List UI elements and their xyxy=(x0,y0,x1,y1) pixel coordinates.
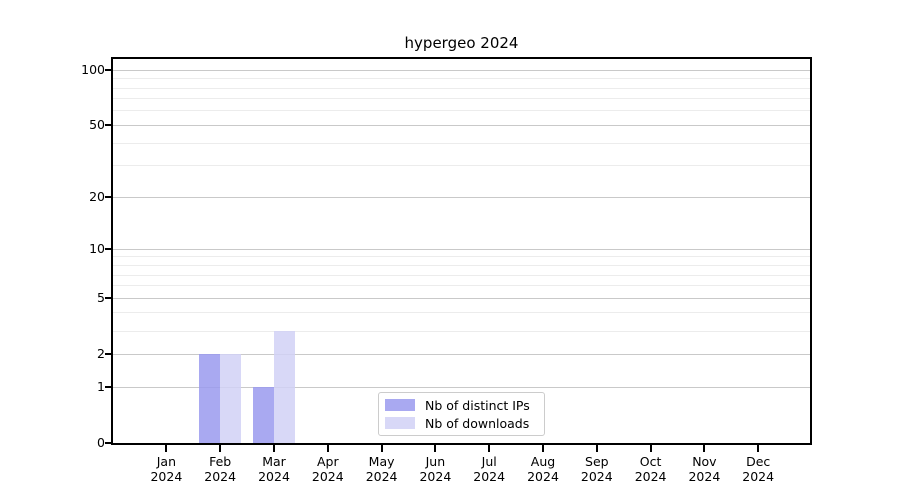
major-gridline-10 xyxy=(113,248,810,250)
x-tick-label-nov: Nov 2024 xyxy=(674,454,734,484)
y-tick-mark-5 xyxy=(105,297,113,300)
x-tick-year: 2024 xyxy=(580,469,613,484)
y-tick-mark-1 xyxy=(105,386,113,388)
x-tick-month: Feb xyxy=(209,454,232,469)
x-tick-label-mar: Mar 2024 xyxy=(244,454,304,484)
y-tick-mark-2 xyxy=(105,353,113,356)
minor-gridline-80 xyxy=(113,87,810,89)
x-tick-month: Nov xyxy=(692,454,717,469)
y-tick-label-10: 10 xyxy=(89,241,105,257)
legend-swatch-0 xyxy=(385,399,415,411)
x-tick-label-jan: Jan 2024 xyxy=(136,454,196,484)
y-tick-label-20: 20 xyxy=(89,189,105,205)
minor-gridline-7 xyxy=(113,274,810,276)
minor-gridline-40 xyxy=(113,142,810,144)
x-tick-label-jun: Jun 2024 xyxy=(405,454,465,484)
bar-feb-distinct-ips xyxy=(199,354,221,443)
y-tick-mark-10 xyxy=(105,248,113,251)
x-tick-mark-aug xyxy=(542,445,544,452)
minor-gridline-30 xyxy=(113,165,810,167)
minor-gridline-8 xyxy=(113,265,810,266)
x-tick-year: 2024 xyxy=(742,469,775,484)
x-tick-year: 2024 xyxy=(365,469,398,484)
minor-gridline-90 xyxy=(113,78,810,80)
x-tick-label-feb: Feb 2024 xyxy=(190,454,250,484)
x-tick-label-apr: Apr 2024 xyxy=(298,454,358,484)
plot-area xyxy=(111,57,812,445)
x-tick-month: Jul xyxy=(481,454,497,469)
y-tick-mark-20 xyxy=(105,196,113,199)
x-tick-year: 2024 xyxy=(527,469,559,484)
x-tick-month: Jun xyxy=(425,454,446,469)
minor-gridline-3 xyxy=(113,330,810,332)
x-tick-year: 2024 xyxy=(419,469,452,484)
x-tick-month: May xyxy=(368,454,395,469)
y-tick-mark-50 xyxy=(105,124,113,127)
major-gridline-100 xyxy=(113,69,810,71)
x-tick-year: 2024 xyxy=(204,469,237,484)
y-tick-label-100: 100 xyxy=(81,62,105,78)
x-tick-mark-may xyxy=(380,445,383,452)
y-tick-label-2: 2 xyxy=(97,346,105,362)
x-tick-month: Jan xyxy=(156,454,177,469)
x-tick-month: Sep xyxy=(585,454,609,469)
x-tick-label-sep: Sep 2024 xyxy=(567,454,627,484)
x-tick-label-jul: Jul 2024 xyxy=(459,454,519,484)
y-tick-mark-100 xyxy=(105,69,113,72)
x-tick-year: 2024 xyxy=(150,469,183,484)
legend-label-0: Nb of distinct IPs xyxy=(425,397,530,413)
bar-mar-downloads xyxy=(274,331,295,443)
x-tick-mark-dec xyxy=(757,445,760,452)
legend-item-downloads: Nb of downloads xyxy=(379,415,544,432)
legend-label-1: Nb of downloads xyxy=(425,415,530,431)
minor-gridline-6 xyxy=(113,285,810,287)
major-gridline-5 xyxy=(113,297,810,299)
minor-gridline-9 xyxy=(113,256,810,258)
x-tick-mark-jun xyxy=(434,445,437,452)
y-tick-label-0: 0 xyxy=(97,435,105,450)
major-gridline-1 xyxy=(113,386,810,388)
major-gridline-20 xyxy=(113,196,810,198)
x-tick-month: Oct xyxy=(639,454,662,469)
bar-feb-downloads xyxy=(220,354,242,443)
x-tick-label-dec: Dec 2024 xyxy=(728,454,788,484)
legend-item-distinct-ips: Nb of distinct IPs xyxy=(379,397,544,414)
major-gridline-2 xyxy=(113,353,810,355)
x-tick-month: Dec xyxy=(746,454,771,469)
x-tick-month: Mar xyxy=(262,454,286,469)
chart-title: hypergeo 2024 xyxy=(404,34,519,52)
y-tick-label-1: 1 xyxy=(97,379,105,394)
minor-gridline-70 xyxy=(113,98,810,100)
x-tick-label-aug: Aug 2024 xyxy=(513,454,573,484)
major-gridline-50 xyxy=(113,124,810,126)
bar-mar-distinct-ips xyxy=(253,387,274,443)
x-tick-mark-sep xyxy=(595,445,598,452)
x-tick-mark-nov xyxy=(703,445,706,452)
legend-swatch-1 xyxy=(385,417,415,429)
x-tick-month: Apr xyxy=(316,454,339,469)
legend: Nb of distinct IPs Nb of downloads xyxy=(378,392,545,436)
y-tick-label-50: 50 xyxy=(89,117,105,133)
x-tick-year: 2024 xyxy=(688,469,721,484)
x-tick-label-may: May 2024 xyxy=(352,454,412,484)
x-tick-year: 2024 xyxy=(634,469,667,484)
x-tick-year: 2024 xyxy=(258,469,290,484)
x-tick-month: Aug xyxy=(530,454,556,469)
minor-gridline-60 xyxy=(113,110,810,112)
x-tick-mark-apr xyxy=(326,445,329,452)
minor-gridline-4 xyxy=(113,312,810,314)
x-tick-mark-oct xyxy=(649,445,652,452)
y-tick-mark-0 xyxy=(105,442,113,444)
x-tick-mark-jan xyxy=(165,445,168,452)
x-tick-mark-feb xyxy=(219,445,222,452)
y-tick-label-5: 5 xyxy=(97,290,105,306)
x-tick-mark-mar xyxy=(273,445,275,452)
x-tick-year: 2024 xyxy=(311,469,344,484)
x-tick-label-oct: Oct 2024 xyxy=(621,454,681,484)
x-tick-mark-jul xyxy=(488,445,491,452)
x-tick-year: 2024 xyxy=(473,469,506,484)
